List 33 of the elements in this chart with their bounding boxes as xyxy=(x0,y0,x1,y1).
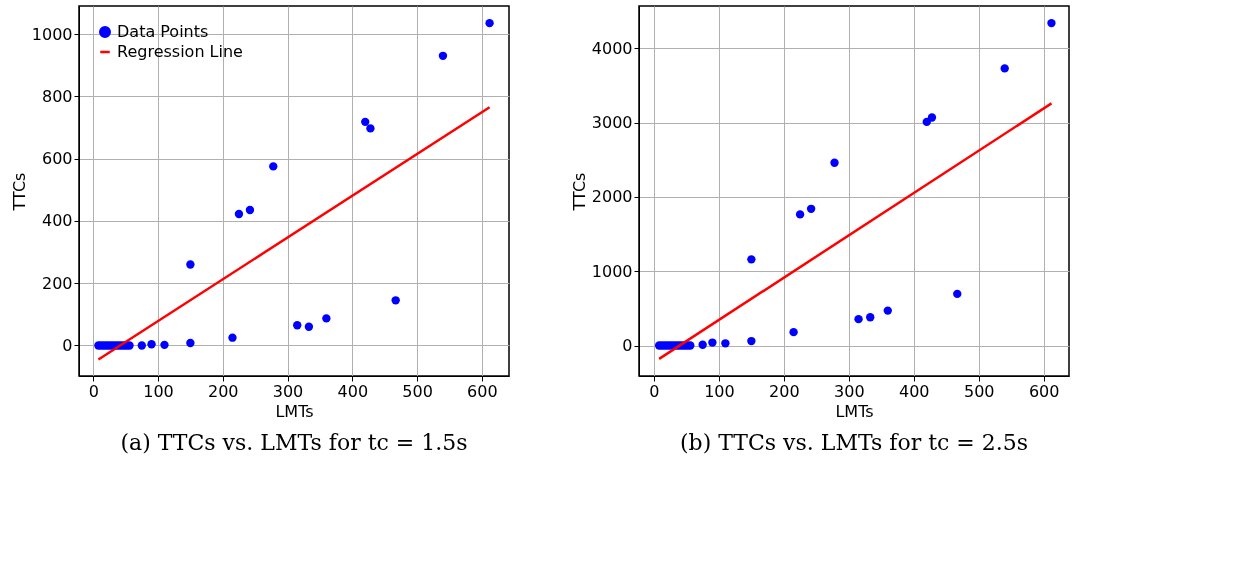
x-tick-label: 600 xyxy=(1028,381,1060,401)
y-tick-label: 3000 xyxy=(591,113,633,133)
text: (a) TTCs vs. LMTs for tc = 1.5s xyxy=(120,430,468,455)
x-tick-label: 500 xyxy=(963,381,995,401)
x-tick-label: 100 xyxy=(143,381,174,401)
y-tick-label: 400 xyxy=(41,211,73,231)
y-tick-label: 200 xyxy=(41,273,73,293)
x-tick-label: 400 xyxy=(898,381,930,401)
x-tick-label: 0 xyxy=(88,381,99,401)
x-tick-label: 200 xyxy=(769,381,800,401)
x-axis-title: LMTs xyxy=(835,401,874,421)
y-tick-label: 0 xyxy=(62,335,73,355)
x-tick-label: 100 xyxy=(704,381,735,401)
y-tick-label: 1000 xyxy=(31,24,73,44)
x-tick-label: 400 xyxy=(337,381,369,401)
x-tick-label: 0 xyxy=(649,381,660,401)
x-tick-label: 600 xyxy=(467,381,498,401)
y-tick-label: 4000 xyxy=(591,38,633,58)
text: (b) TTCs vs. LMTs for tc = 2.5s xyxy=(679,430,1029,455)
y-axis-title: TTCs xyxy=(9,172,29,212)
x-tick-label: 300 xyxy=(272,381,304,401)
x-axis-title: LMTs xyxy=(275,401,314,421)
y-tick-label: 600 xyxy=(41,149,73,169)
x-tick-label: 300 xyxy=(834,381,865,401)
y-tick-label: 0 xyxy=(622,336,633,356)
x-tick-label: 200 xyxy=(207,381,239,401)
legend-label: Regression Line xyxy=(117,42,243,61)
y-axis-title: TTCs xyxy=(569,172,589,212)
x-tick-label: 500 xyxy=(402,381,433,401)
y-tick-label: 800 xyxy=(41,86,73,106)
y-tick-label: 2000 xyxy=(591,187,633,207)
legend-label: Data Points xyxy=(117,22,209,41)
y-tick-label: 1000 xyxy=(591,261,633,281)
